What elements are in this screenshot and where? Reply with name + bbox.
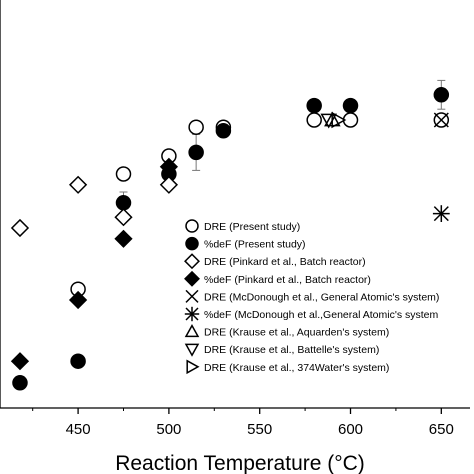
x-axis-title: Reaction Temperature (°C) bbox=[115, 452, 365, 474]
data-point bbox=[342, 97, 359, 114]
data-point bbox=[306, 97, 322, 114]
legend-marker bbox=[184, 343, 200, 357]
data-point bbox=[12, 375, 28, 391]
legend-label: DRE (Present study) bbox=[204, 221, 300, 233]
legend-marker bbox=[184, 306, 200, 322]
data-point bbox=[10, 352, 30, 371]
data-point bbox=[70, 353, 86, 369]
data-point bbox=[215, 123, 232, 139]
legend-marker bbox=[186, 359, 200, 375]
legend-label: %deF (Pinkard et al., Batch reactor) bbox=[204, 274, 371, 286]
data-points bbox=[10, 87, 450, 391]
legend: DRE (Present study) %deF (Present study) D… bbox=[184, 219, 439, 375]
legend-label: DRE (McDonough et al., General Atomic's … bbox=[204, 291, 439, 303]
legend-marker bbox=[184, 324, 200, 338]
x-tick-label: 450 bbox=[66, 421, 91, 438]
data-point bbox=[188, 144, 204, 161]
legend-marker bbox=[184, 253, 200, 270]
data-point bbox=[68, 290, 88, 310]
legend-marker bbox=[185, 236, 199, 251]
data-point bbox=[188, 119, 204, 135]
legend-label: %deF (McDonough et al.,General Atomic's … bbox=[204, 309, 439, 321]
legend-marker bbox=[185, 219, 199, 233]
legend-label: DRE (Krause et al., 374Water's system) bbox=[204, 362, 389, 374]
data-point bbox=[114, 229, 133, 248]
legend-label: DRE (Krause et al., Battelle's system) bbox=[204, 344, 379, 356]
data-point bbox=[306, 112, 322, 128]
data-point bbox=[433, 112, 449, 128]
data-point bbox=[68, 175, 88, 194]
data-point bbox=[432, 205, 450, 222]
x-ticks: 450 500 550 600 650 bbox=[32, 408, 454, 438]
x-tick-label: 650 bbox=[429, 421, 454, 438]
data-point bbox=[159, 175, 179, 194]
legend-marker bbox=[185, 289, 199, 303]
data-point bbox=[433, 87, 450, 103]
data-point bbox=[159, 157, 179, 176]
x-tick-label: 500 bbox=[156, 421, 181, 438]
data-point bbox=[114, 208, 133, 227]
x-tick-label: 550 bbox=[247, 421, 272, 438]
legend-label: %deF (Present study) bbox=[204, 239, 306, 251]
error-bars bbox=[119, 79, 446, 215]
legend-label: DRE (Krause et al., Aquarden's system) bbox=[204, 327, 389, 339]
data-point bbox=[10, 218, 30, 238]
legend-label: DRE (Pinkard et al., Batch reactor) bbox=[204, 256, 366, 268]
data-point bbox=[115, 195, 132, 211]
data-point bbox=[115, 166, 132, 182]
x-tick-label: 600 bbox=[338, 421, 363, 438]
legend-marker bbox=[184, 270, 200, 287]
data-point bbox=[331, 111, 347, 129]
